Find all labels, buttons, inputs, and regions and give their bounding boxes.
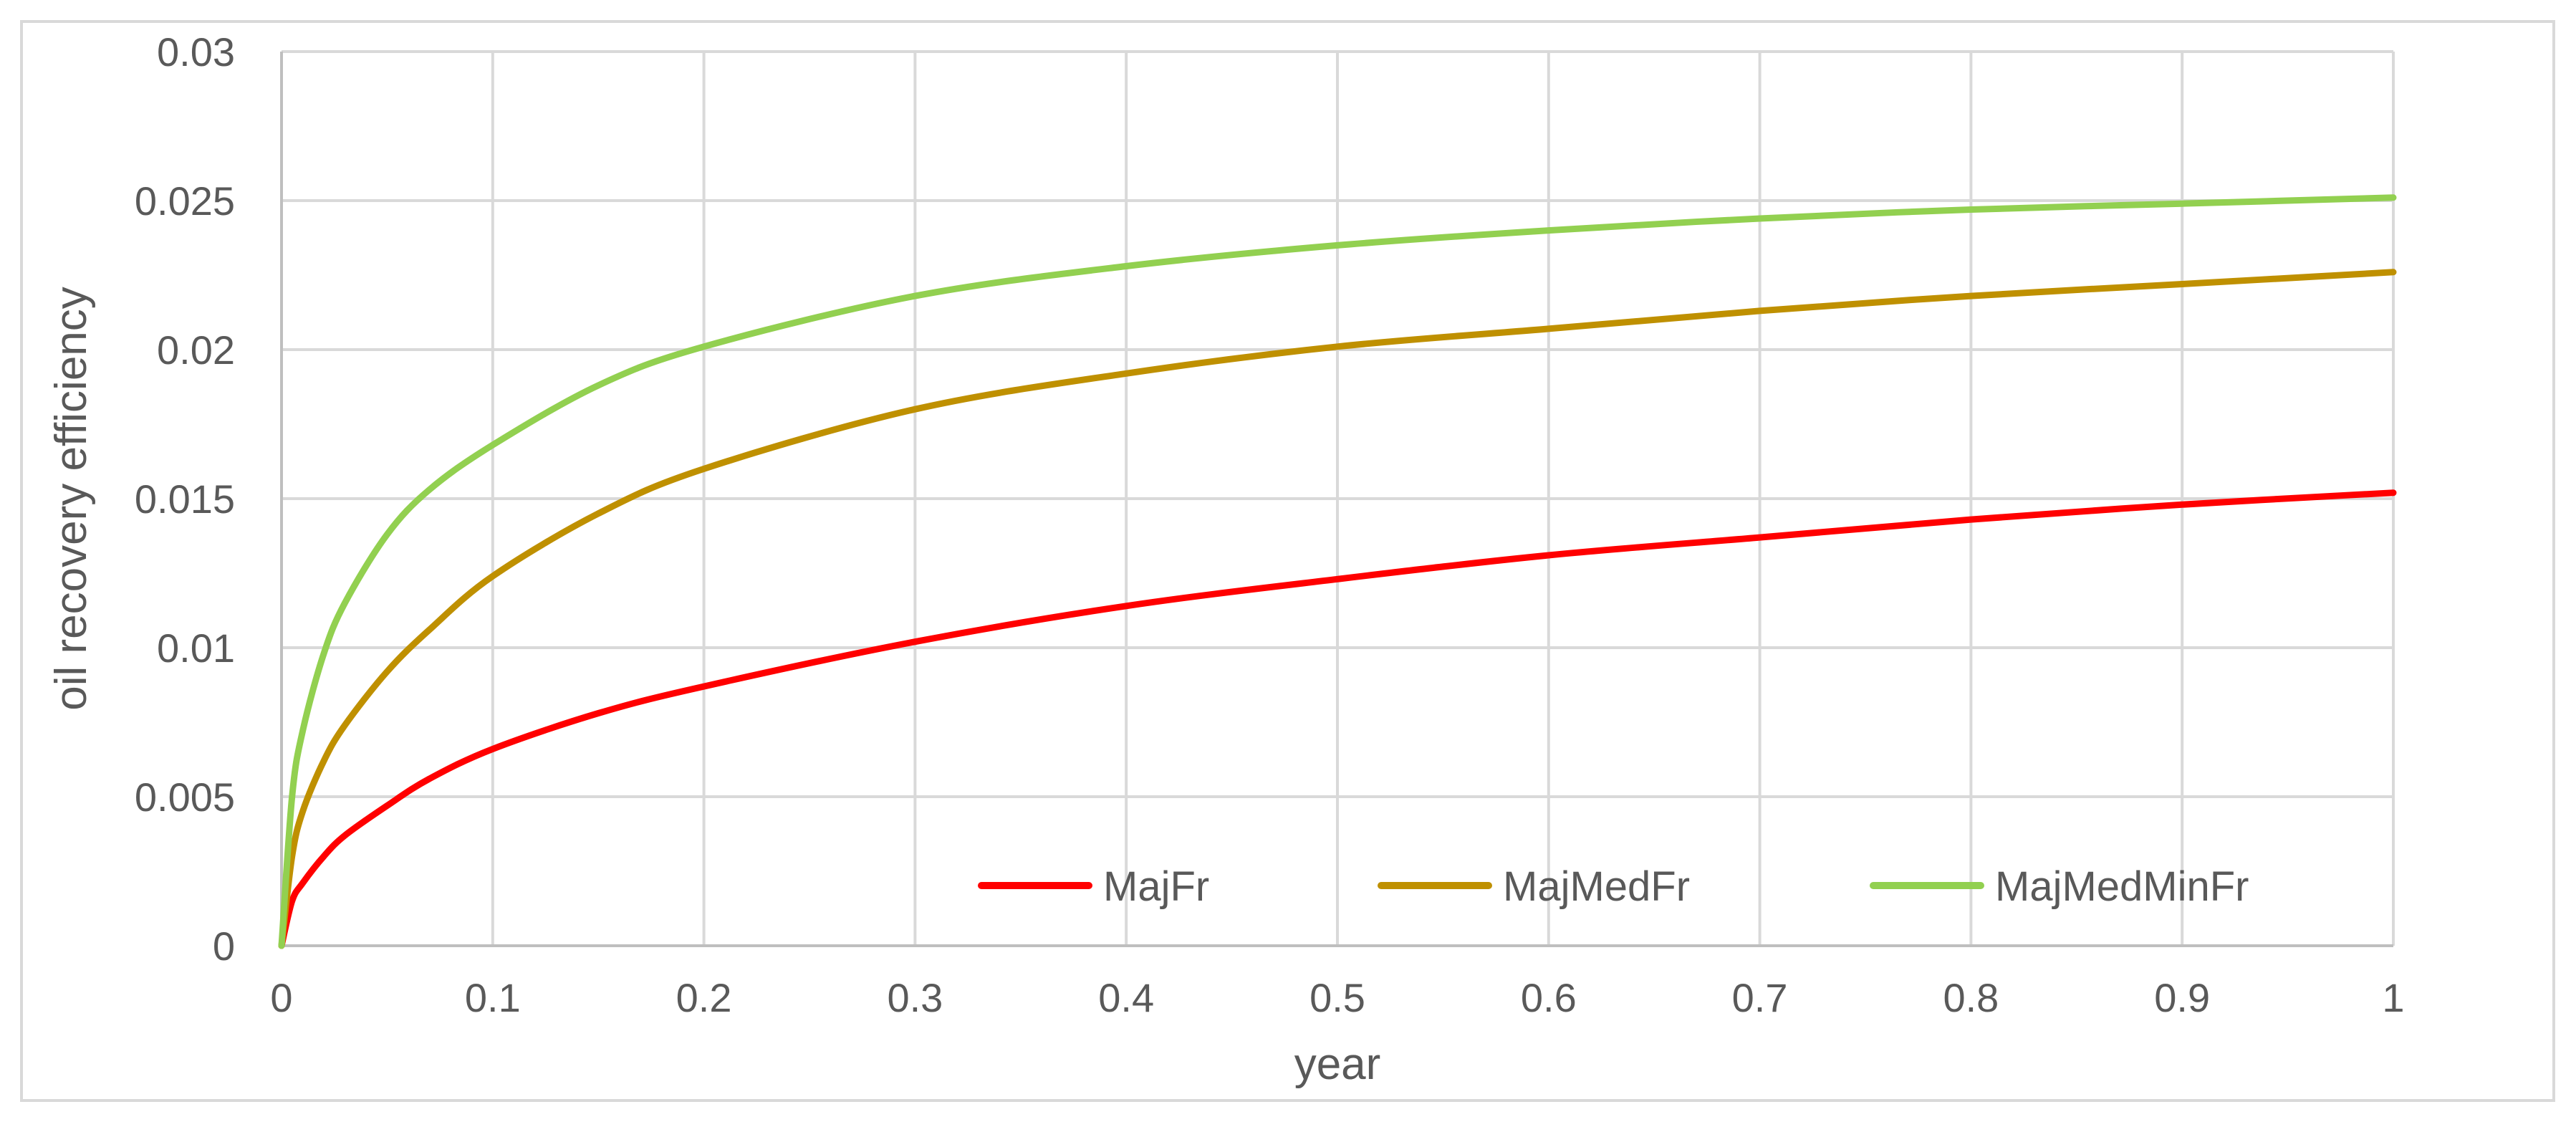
series-lines <box>278 194 2397 949</box>
tick-labels: 0 0.1 0.2 0.3 0.4 0.5 0.6 0.7 0.8 0.9 1 0 0.005 0.01 0… <box>135 29 2405 1020</box>
legend-label-majfr: MajFr <box>1103 863 1209 910</box>
x-tick-label: 0.5 <box>1309 975 1365 1020</box>
axes <box>280 52 2393 947</box>
chart-border <box>20 20 2555 1102</box>
y-tick-label: 0.03 <box>157 29 235 75</box>
series-line-majmedminfr <box>278 194 2397 949</box>
x-tick-label: 0.8 <box>1943 975 1999 1020</box>
x-tick-label: 0.6 <box>1521 975 1577 1020</box>
x-tick-label: 0.3 <box>887 975 943 1020</box>
series-line-majfr <box>278 489 2397 949</box>
y-tick-label: 0.015 <box>135 476 235 522</box>
x-tick-label: 0.2 <box>676 975 732 1020</box>
x-tick-label: 0.9 <box>2154 975 2210 1020</box>
legend: MajFr MajMedFr MajMedMinFr <box>978 863 2249 910</box>
y-tick-label: 0 <box>213 924 235 969</box>
x-tick-label: 0.4 <box>1098 975 1154 1020</box>
y-axis-title: oil recovery efficiency <box>47 287 96 711</box>
x-axis-title: year <box>1294 1040 1381 1089</box>
legend-label-majmedminfr: MajMedMinFr <box>1995 863 2249 910</box>
x-tick-label: 0.1 <box>465 975 521 1020</box>
x-tick-label: 1 <box>2382 975 2404 1020</box>
y-tick-label: 0.025 <box>135 178 235 224</box>
x-tick-label: 0.7 <box>1732 975 1788 1020</box>
legend-label-majmedfr: MajMedFr <box>1503 863 1690 910</box>
y-tick-label: 0.01 <box>157 625 235 671</box>
x-tick-label: 0 <box>270 975 292 1020</box>
series-line-majmedfr <box>278 269 2397 949</box>
y-tick-label: 0.02 <box>157 327 235 373</box>
y-tick-label: 0.005 <box>135 774 235 820</box>
